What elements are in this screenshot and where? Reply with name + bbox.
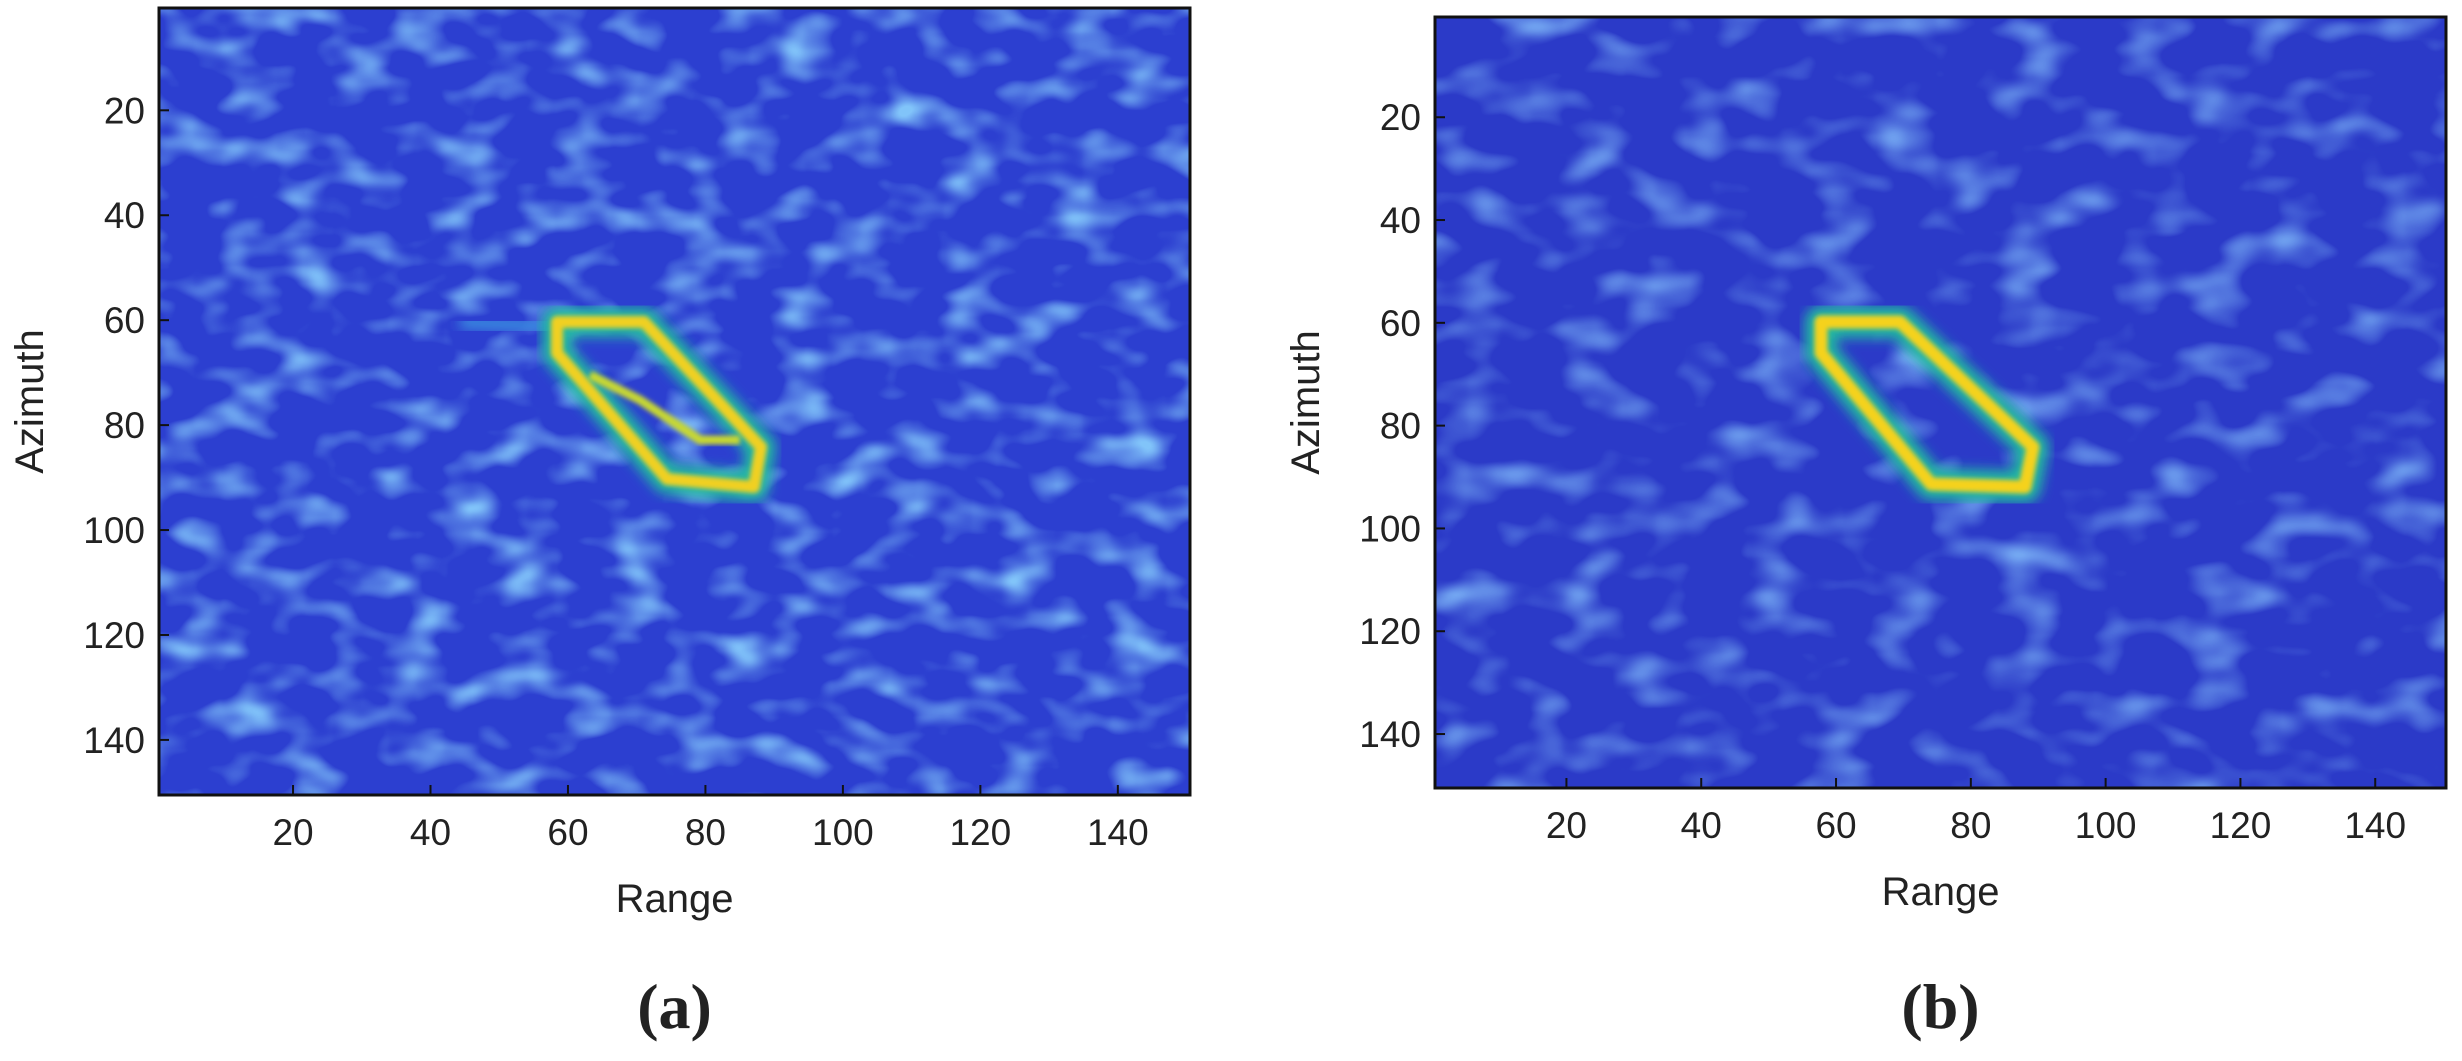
axes-frame xyxy=(157,6,1192,797)
y-tick-label: 100 xyxy=(83,510,145,551)
x-tick-label: 20 xyxy=(1546,805,1587,846)
y-axis-label: Azimuth xyxy=(1284,330,1328,475)
y-tick-label: 20 xyxy=(1380,97,1421,138)
x-axis-label: Range xyxy=(1882,870,2000,914)
x-tick-label: 100 xyxy=(2075,805,2137,846)
y-tick-label: 120 xyxy=(83,615,145,656)
heatmap-image xyxy=(1435,17,2446,788)
x-tick-label: 120 xyxy=(2210,805,2272,846)
y-tick-label: 120 xyxy=(1359,611,1421,652)
panel-label: (a) xyxy=(637,971,712,1042)
x-tick-label: 60 xyxy=(1815,805,1856,846)
y-tick-label: 140 xyxy=(1359,714,1421,755)
y-axis-label: Azimuth xyxy=(8,329,52,474)
heatmap-image xyxy=(159,8,1190,795)
y-tick-label: 60 xyxy=(104,300,145,341)
x-tick-label: 20 xyxy=(272,812,313,853)
y-tick-label: 20 xyxy=(104,90,145,131)
axes-frame xyxy=(1433,15,2448,790)
y-tick-label: 40 xyxy=(104,195,145,236)
y-tick-label: 80 xyxy=(104,405,145,446)
y-tick-label: 80 xyxy=(1380,406,1421,447)
x-tick-label: 60 xyxy=(547,812,588,853)
y-tick-label: 60 xyxy=(1380,303,1421,344)
x-tick-label: 100 xyxy=(812,812,874,853)
y-tick-label: 140 xyxy=(83,720,145,761)
y-tick-label: 100 xyxy=(1359,508,1421,549)
x-tick-label: 40 xyxy=(1681,805,1722,846)
x-tick-label: 140 xyxy=(2344,805,2406,846)
x-tick-label: 80 xyxy=(685,812,726,853)
x-tick-label: 80 xyxy=(1950,805,1991,846)
panel-label: (b) xyxy=(1901,971,1979,1042)
x-tick-label: 140 xyxy=(1087,812,1149,853)
x-axis-label: Range xyxy=(616,877,734,921)
x-tick-label: 120 xyxy=(949,812,1011,853)
y-tick-label: 40 xyxy=(1380,200,1421,241)
x-tick-label: 40 xyxy=(410,812,451,853)
